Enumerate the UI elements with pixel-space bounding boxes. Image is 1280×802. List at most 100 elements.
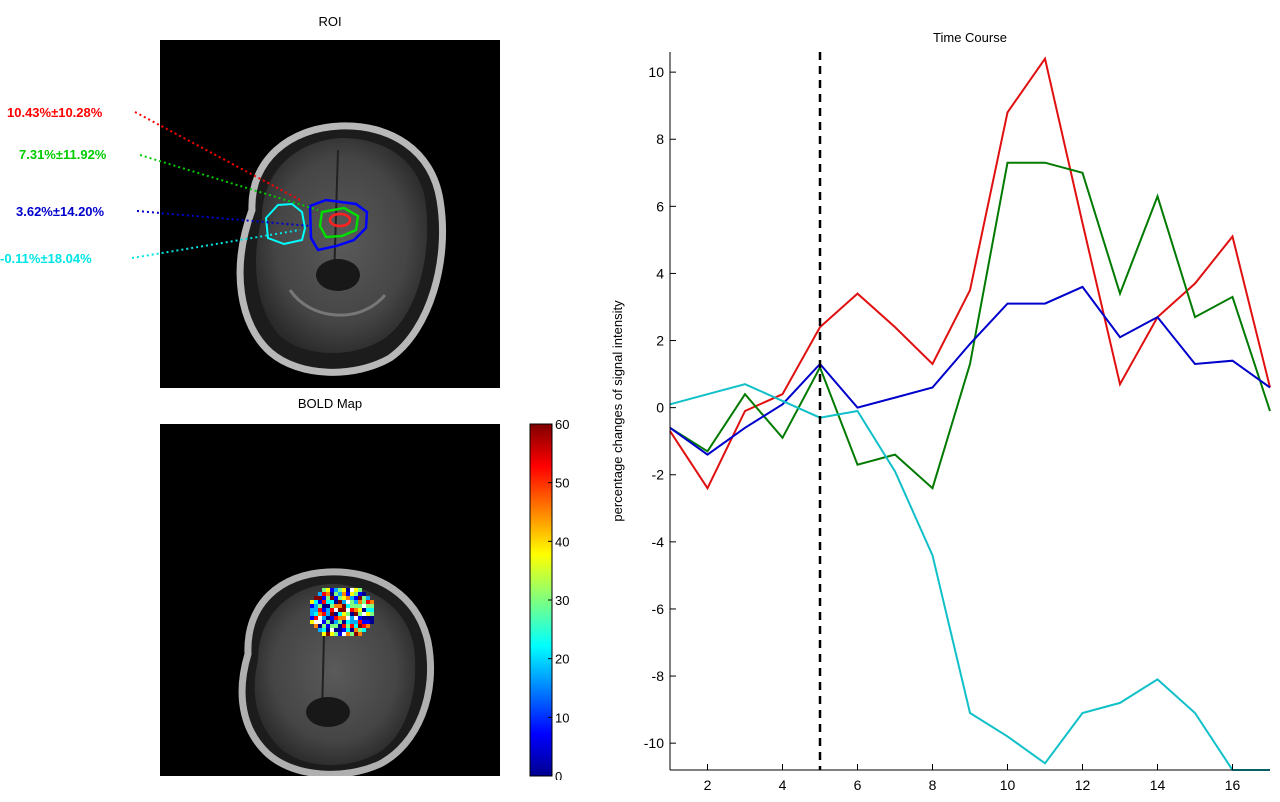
bold-voxel [322, 620, 326, 624]
bold-voxel [338, 592, 342, 596]
colorbar: 0 10 20 30 40 50 60 [529, 420, 569, 780]
bold-voxel [330, 620, 334, 624]
bold-voxel [366, 604, 370, 608]
bold-voxel [326, 624, 330, 628]
bold-voxel [326, 608, 330, 612]
bold-voxel [342, 608, 346, 612]
bold-voxel [342, 592, 346, 596]
bold-voxel [314, 596, 318, 600]
colorbar-tick-label: 10 [555, 710, 569, 725]
bold-voxel [358, 632, 362, 636]
x-tick-label: 12 [1075, 777, 1091, 793]
series-line-3 [669, 383, 1270, 771]
x-tick-label: 6 [854, 777, 862, 793]
bold-voxel [318, 608, 322, 612]
bold-voxel [318, 596, 322, 600]
roi-label-green: 7.31%±11.92% [19, 147, 107, 162]
bold-voxel [362, 624, 366, 628]
bold-voxel [362, 612, 366, 616]
roi-image [160, 40, 500, 388]
bold-voxel [314, 608, 318, 612]
bold-voxel [354, 588, 358, 592]
series-line-2 [669, 285, 1271, 456]
bold-voxel [318, 592, 322, 596]
bold-voxel [334, 632, 338, 636]
bold-voxel [330, 624, 334, 628]
bold-voxel [358, 616, 362, 620]
bold-voxel [310, 616, 314, 620]
bold-voxel [342, 596, 346, 600]
bold-voxel [334, 604, 338, 608]
bold-voxel [358, 628, 362, 632]
colorbar-tick-label: 40 [555, 534, 569, 549]
bold-voxel [366, 608, 370, 612]
bold-voxel [366, 616, 370, 620]
bold-voxel [318, 628, 322, 632]
bold-voxel [330, 608, 334, 612]
bold-voxel [370, 616, 374, 620]
bold-voxel [314, 600, 318, 604]
bold-voxel [338, 596, 342, 600]
bold-voxel [322, 604, 326, 608]
bold-map-image [160, 424, 500, 778]
bold-voxel [342, 624, 346, 628]
bold-voxel [350, 632, 354, 636]
bold-voxel [354, 592, 358, 596]
bold-voxel [330, 612, 334, 616]
bold-voxel [318, 600, 322, 604]
bold-voxel [350, 608, 354, 612]
roi-label-cyan: -0.11%±18.04% [0, 251, 92, 266]
bold-voxel [318, 612, 322, 616]
bold-voxel [314, 624, 318, 628]
bold-voxel [318, 624, 322, 628]
bold-voxel [330, 604, 334, 608]
bold-voxel [362, 620, 366, 624]
bold-voxel [346, 628, 350, 632]
bold-voxel [322, 592, 326, 596]
bold-voxel [358, 620, 362, 624]
bold-voxel [334, 596, 338, 600]
bold-voxel [346, 632, 350, 636]
y-tick-label: -10 [644, 735, 664, 751]
bold-voxel [346, 620, 350, 624]
y-tick-label: 0 [656, 400, 664, 416]
bold-voxel [366, 612, 370, 616]
y-tick-label: 10 [648, 64, 664, 80]
bold-voxel [338, 624, 342, 628]
bold-voxel [354, 596, 358, 600]
bold-voxel [358, 608, 362, 612]
bold-voxel [370, 608, 374, 612]
bold-voxel [326, 612, 330, 616]
bold-voxel [326, 588, 330, 592]
bold-voxel [334, 620, 338, 624]
colorbar-tick-label: 50 [555, 476, 569, 491]
bold-voxel [330, 600, 334, 604]
bold-voxel [346, 616, 350, 620]
bold-voxel [370, 620, 374, 624]
bold-voxel [346, 608, 350, 612]
bold-voxel [330, 628, 334, 632]
bold-voxel [310, 612, 314, 616]
colorbar-tick-label: 60 [555, 420, 569, 432]
bold-map-title: BOLD Map [297, 396, 363, 411]
chart-title: Time Course [933, 30, 1007, 45]
bold-voxel [354, 628, 358, 632]
bold-voxel [330, 616, 334, 620]
bold-voxel [314, 612, 318, 616]
bold-voxel [310, 600, 314, 604]
bold-voxel [346, 592, 350, 596]
bold-voxel [342, 632, 346, 636]
roi-label-red: 10.43%±10.28% [7, 105, 103, 120]
bold-voxel [338, 616, 342, 620]
bold-voxel [338, 632, 342, 636]
y-tick-label: -6 [652, 601, 665, 617]
bold-voxel [350, 616, 354, 620]
roi-contour-green [318, 206, 360, 239]
bold-voxel [318, 620, 322, 624]
y-tick-label: -2 [652, 467, 665, 483]
bold-voxel [326, 620, 330, 624]
bold-voxel [334, 612, 338, 616]
bold-voxel [350, 620, 354, 624]
bold-voxel [366, 624, 370, 628]
bold-voxel [314, 604, 318, 608]
